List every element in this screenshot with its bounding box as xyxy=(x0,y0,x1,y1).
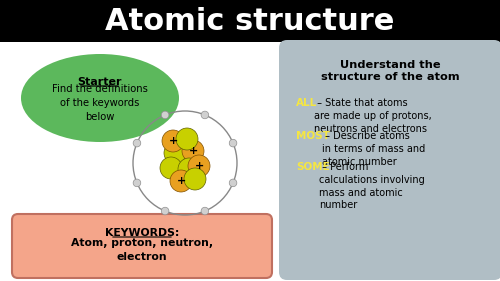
Circle shape xyxy=(229,139,237,147)
Circle shape xyxy=(164,142,186,164)
Text: – Describe atoms
in terms of mass and
atomic number: – Describe atoms in terms of mass and at… xyxy=(322,131,425,167)
FancyBboxPatch shape xyxy=(0,0,500,42)
Text: SOME: SOME xyxy=(296,162,330,172)
Circle shape xyxy=(201,207,208,215)
Ellipse shape xyxy=(21,54,179,142)
Text: +: + xyxy=(168,136,177,146)
Text: KEYWORDS:: KEYWORDS: xyxy=(105,228,179,238)
Circle shape xyxy=(133,179,141,187)
Text: MOST: MOST xyxy=(296,131,330,141)
Circle shape xyxy=(133,139,141,147)
FancyBboxPatch shape xyxy=(13,223,28,269)
FancyBboxPatch shape xyxy=(12,214,272,278)
Text: Atom, proton, neutron,
electron: Atom, proton, neutron, electron xyxy=(71,238,213,262)
Circle shape xyxy=(188,155,210,177)
Circle shape xyxy=(201,111,208,119)
Circle shape xyxy=(162,130,184,152)
Text: Starter: Starter xyxy=(78,77,122,87)
Circle shape xyxy=(182,140,204,162)
Circle shape xyxy=(184,168,206,190)
Text: Find the definitions
of the keywords
below: Find the definitions of the keywords bel… xyxy=(52,84,148,122)
Circle shape xyxy=(170,170,192,192)
FancyBboxPatch shape xyxy=(279,40,500,280)
Text: +: + xyxy=(194,161,203,171)
Text: Understand the
structure of the atom: Understand the structure of the atom xyxy=(320,60,460,82)
FancyBboxPatch shape xyxy=(257,223,272,269)
Circle shape xyxy=(229,179,237,187)
Circle shape xyxy=(160,157,182,179)
Text: – State that atoms
are made up of protons,
neutrons and electrons: – State that atoms are made up of proton… xyxy=(314,98,432,133)
Circle shape xyxy=(176,128,198,150)
Text: +: + xyxy=(188,146,198,156)
Text: Atomic structure: Atomic structure xyxy=(106,6,395,35)
Circle shape xyxy=(162,111,169,119)
Text: +: + xyxy=(176,176,186,186)
Circle shape xyxy=(162,207,169,215)
Circle shape xyxy=(178,158,200,180)
Text: ALL: ALL xyxy=(296,98,318,108)
Text: – Perform
calculations involving
mass and atomic
number: – Perform calculations involving mass an… xyxy=(319,162,425,210)
